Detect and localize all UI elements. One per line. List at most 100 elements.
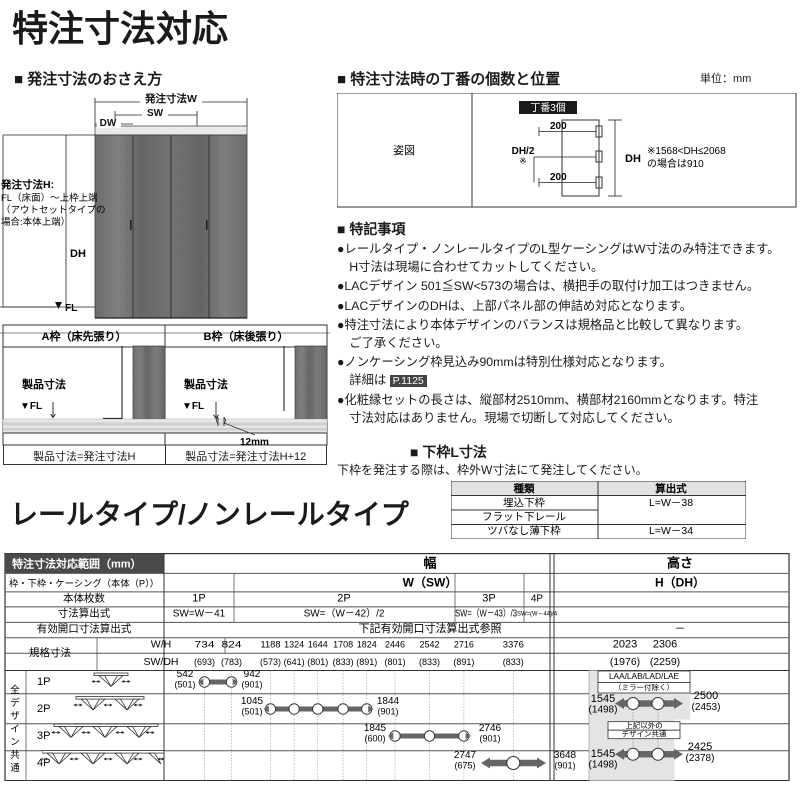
svg-text:942: 942 [244,669,261,680]
svg-text:枠・下枠・ケーシング（本体（P））: 枠・下枠・ケーシング（本体（P）） [9,578,159,589]
svg-text:▼FL: ▼FL [20,401,42,412]
svg-text:2747: 2747 [454,750,477,761]
svg-text:種類: 種類 [514,482,535,495]
svg-text:(1498): (1498) [589,705,618,716]
svg-text:(833): (833) [419,657,440,667]
svg-text:2542: 2542 [420,640,440,651]
svg-text:1644: 1644 [308,640,328,651]
svg-text:※1568<DH≤2068: ※1568<DH≤2068 [647,146,726,157]
svg-text:(641): (641) [284,657,305,667]
svg-text:フラット下レール: フラット下レール [482,511,566,523]
svg-text:200: 200 [550,172,567,183]
svg-text:(901): (901) [479,734,500,744]
svg-text:発注寸法W: 発注寸法W [144,92,197,105]
svg-text:SW/DH: SW/DH [144,656,179,668]
svg-text:有効開口寸法算出式: 有効開口寸法算出式 [37,622,132,635]
svg-text:(2378): (2378) [686,753,715,764]
svg-text:3648: 3648 [554,750,577,761]
svg-text:3376: 3376 [503,640,524,651]
svg-text:FL（床面）～上枠上端: FL（床面）～上枠上端 [1,192,98,204]
svg-text:寸法算出式: 寸法算出式 [58,607,111,620]
svg-text:特注寸法対応範囲（mm）: 特注寸法対応範囲（mm） [12,557,142,571]
svg-text:丁番3個: 丁番3個 [530,101,566,114]
svg-text:W（SW）: W（SW） [403,575,458,590]
svg-text:(901): (901) [377,707,398,717]
svg-text:(1976): (1976) [610,656,640,668]
svg-text:2P: 2P [337,593,350,605]
svg-text:2446: 2446 [385,640,405,651]
svg-text:1545: 1545 [591,693,615,705]
svg-text:(675): (675) [454,761,475,771]
svg-text:上記以外の: 上記以外の [625,720,663,730]
svg-text:L=W－38: L=W－38 [649,497,693,509]
svg-text:姿図: 姿図 [393,144,415,157]
svg-text:2716: 2716 [454,640,474,651]
svg-text:(600): (600) [364,734,385,744]
svg-text:200: 200 [550,121,567,132]
svg-text:DH: DH [625,153,641,165]
svg-text:（ミラー付除く）: （ミラー付除く） [614,682,674,692]
svg-text:製品寸法: 製品寸法 [183,377,228,391]
svg-text:▼FL: ▼FL [182,401,204,412]
svg-text:－: － [675,623,686,635]
svg-text:(573): (573) [260,657,281,667]
svg-text:(833): (833) [333,657,354,667]
svg-text:824: 824 [222,640,242,651]
svg-text:場合:本体上端）: 場合:本体上端） [1,216,70,228]
svg-text:1708: 1708 [333,640,353,651]
svg-text:1845: 1845 [364,723,387,734]
svg-text:542: 542 [177,669,194,680]
svg-text:ン: ン [10,737,20,748]
svg-text:734: 734 [195,640,215,651]
svg-text:H（DH）: H（DH） [655,575,705,590]
svg-text:A枠（床先張り）: A枠（床先張り） [42,329,127,343]
svg-text:デザイン共通: デザイン共通 [622,729,667,739]
svg-text:の場合は910: の場合は910 [647,157,704,170]
svg-text:(891): (891) [453,657,474,667]
svg-text:LAA/LAB/LAD/LAE: LAA/LAB/LAD/LAE [609,671,680,681]
svg-text:全: 全 [10,684,20,696]
svg-text:※: ※ [519,156,527,166]
svg-text:下記有効開口寸法算出式参照: 下記有効開口寸法算出式参照 [359,621,502,635]
svg-text:本体枚数: 本体枚数 [63,592,105,605]
svg-text:(501): (501) [174,680,195,690]
svg-text:2425: 2425 [688,741,712,753]
svg-text:算出式: 算出式 [655,482,687,495]
svg-text:通: 通 [10,763,20,774]
svg-text:SW=（W－43）/3: SW=（W－43）/3 [455,608,517,620]
svg-text:ザ: ザ [10,711,20,722]
svg-text:1045: 1045 [241,696,264,707]
svg-text:デ: デ [10,697,20,709]
svg-text:SW=W－41: SW=W－41 [173,609,226,620]
svg-text:高さ: 高さ [667,556,693,571]
svg-text:イ: イ [10,724,20,735]
svg-text:埋込下枠: 埋込下枠 [503,496,545,509]
svg-text:L=W－34: L=W－34 [649,525,693,537]
svg-text:DW: DW [100,118,117,129]
svg-text:1545: 1545 [591,748,615,760]
svg-text:1844: 1844 [377,696,400,707]
svg-text:(1498): (1498) [589,760,618,771]
svg-text:1324: 1324 [284,640,304,651]
svg-text:SW=(W－44)/4: SW=(W－44)/4 [517,611,557,618]
svg-text:DH: DH [70,248,86,260]
svg-text:(783): (783) [221,657,242,667]
svg-text:(2259): (2259) [650,656,680,668]
svg-text:(833): (833) [503,657,524,667]
svg-text:2306: 2306 [653,639,677,651]
svg-text:4P: 4P [531,594,544,605]
svg-text:(901): (901) [241,680,262,690]
svg-text:2746: 2746 [479,723,502,734]
svg-text:1P: 1P [192,593,205,605]
svg-text:1188: 1188 [261,640,281,651]
svg-text:（アウトセットタイプの: （アウトセットタイプの [1,204,106,216]
svg-text:FL: FL [65,303,77,314]
svg-text:(801): (801) [385,657,406,667]
svg-text:ツバなし薄下枠: ツバなし薄下枠 [487,524,561,537]
svg-text:SW=（W－42）/2: SW=（W－42）/2 [304,608,385,620]
svg-text:3P: 3P [482,593,495,605]
svg-text:1824: 1824 [357,640,377,651]
svg-text:(693): (693) [194,657,215,667]
svg-text:2500: 2500 [694,690,718,702]
svg-text:W/H: W/H [151,639,171,651]
